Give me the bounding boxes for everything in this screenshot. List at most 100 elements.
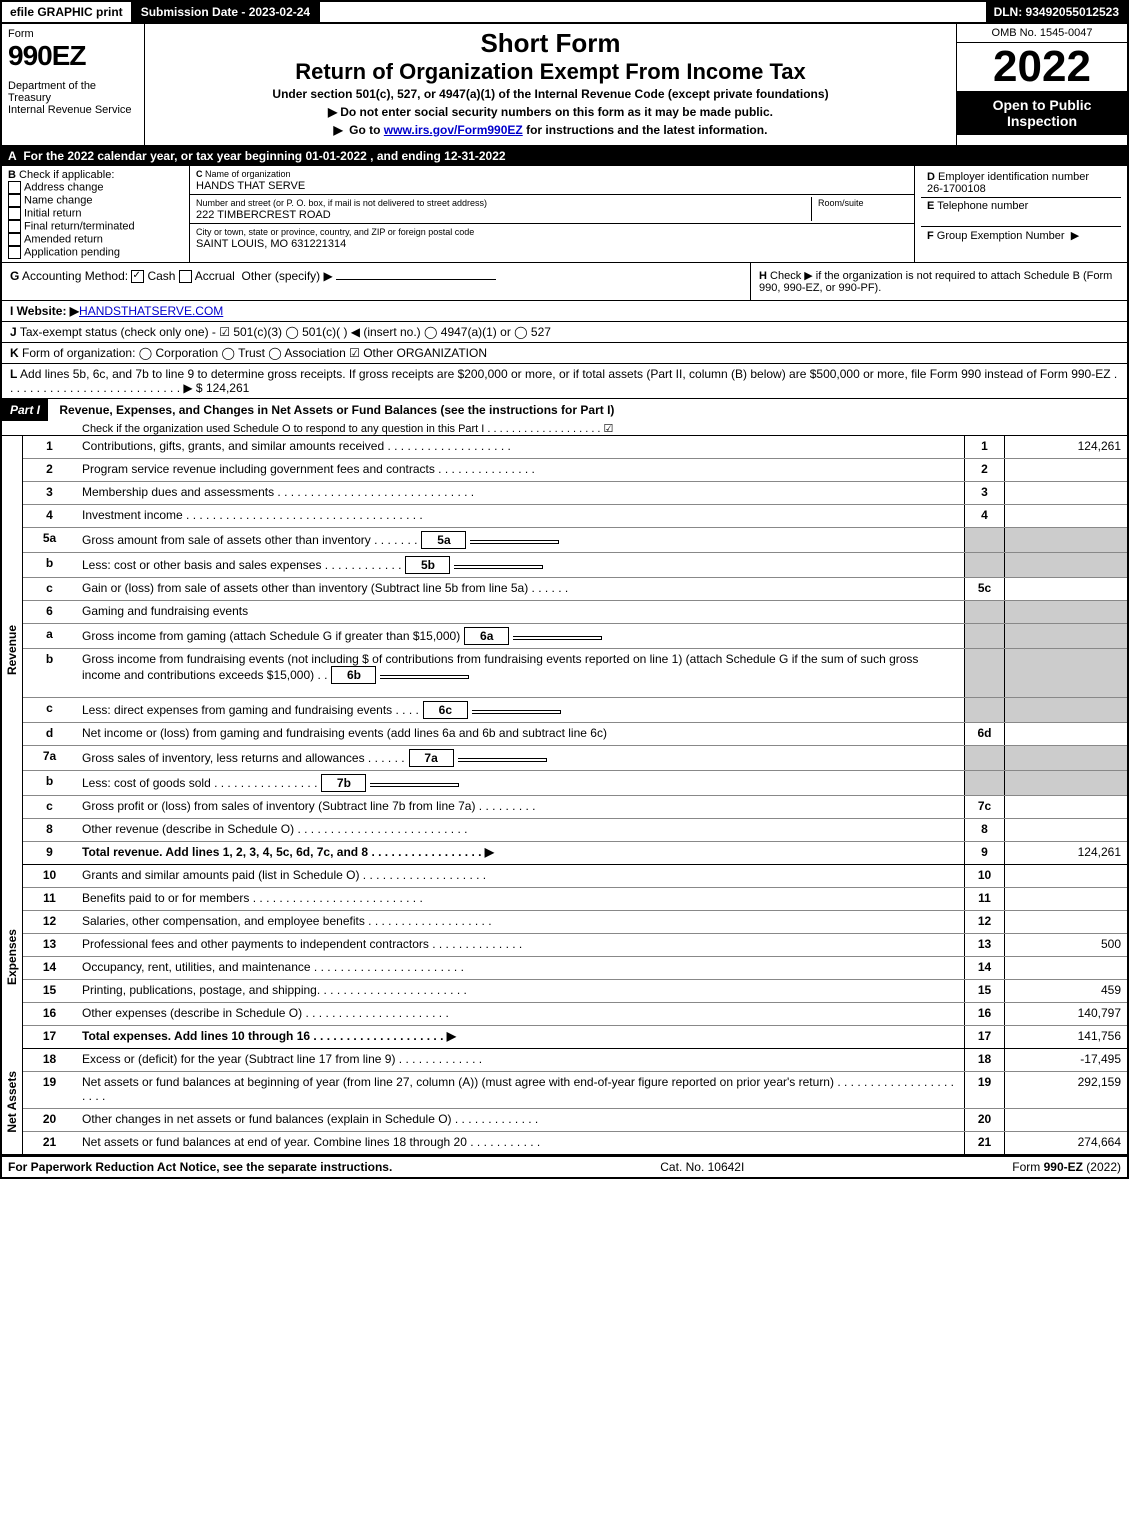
netassets-label: Net Assets [5,1071,19,1133]
ln-20: 20 [23,1109,76,1131]
org-name: HANDS THAT SERVE [196,180,305,192]
goto-text: Go to [349,123,384,137]
la-13: 500 [1005,934,1127,956]
row-gh: G Accounting Method: Cash Accrual Other … [0,263,1129,301]
lb-6-grey [964,601,1005,623]
check-amended-return[interactable] [8,233,21,246]
ln-7b: b [23,771,76,795]
ld-6d: Net income or (loss) from gaming and fun… [76,723,964,745]
lb-3: 3 [964,482,1005,504]
ib-6a: 6a [464,627,509,645]
la-8 [1005,819,1127,841]
ld-21: Net assets or fund balances at end of ye… [76,1132,964,1154]
ln-3: 3 [23,482,76,504]
la-10 [1005,865,1127,887]
footer-right: Form 990-EZ (2022) [1012,1160,1121,1174]
efile-label: efile GRAPHIC print [2,2,133,22]
check-name-change[interactable] [8,194,21,207]
la-6c-grey [1005,698,1127,722]
opt-final: Final return/terminated [24,220,135,232]
la-7a-grey [1005,746,1127,770]
ln-5b: b [23,553,76,577]
la-12 [1005,911,1127,933]
goto-suffix: for instructions and the latest informat… [526,123,767,137]
header-right: OMB No. 1545-0047 2022 Open to Public In… [956,24,1127,145]
g-accrual: Accrual [195,269,235,283]
ib-7b: 7b [321,774,366,792]
lb-10: 10 [964,865,1005,887]
la-19: 292,159 [1005,1072,1127,1108]
g-other: Other (specify) [241,269,320,283]
la-3 [1005,482,1127,504]
ld-6b: Gross income from fundraising events (no… [76,649,964,697]
ln-4: 4 [23,505,76,527]
ln-6b: b [23,649,76,697]
expenses-side: Expenses [2,865,23,1049]
c-addr-label: Number and street (or P. O. box, if mail… [196,198,487,208]
short-form-label: Short Form [155,28,946,59]
lb-15: 15 [964,980,1005,1002]
check-initial-return[interactable] [8,207,21,220]
g-cash: Cash [147,269,175,283]
revenue-label: Revenue [5,625,19,675]
lb-5a-grey [964,528,1005,552]
opt-address: Address change [24,181,104,193]
goto-line: Go to www.irs.gov/Form990EZ for instruct… [155,123,946,137]
part-1-title: Revenue, Expenses, and Changes in Net As… [51,399,622,421]
iv-6b [380,675,469,679]
ld-1: Contributions, gifts, grants, and simila… [76,436,964,458]
opt-initial: Initial return [24,207,81,219]
check-final-return[interactable] [8,220,21,233]
open-public-label: Open to Public Inspection [957,91,1127,135]
subtitle: Under section 501(c), 527, or 4947(a)(1)… [155,87,946,101]
ln-16: 16 [23,1003,76,1025]
la-7b-grey [1005,771,1127,795]
check-accrual[interactable] [179,270,192,283]
ld-5b: Less: cost or other basis and sales expe… [76,553,964,577]
c-name-label: Name of organization [205,169,291,179]
iv-5b [454,565,543,569]
ld-19: Net assets or fund balances at beginning… [76,1072,964,1108]
ld-11: Benefits paid to or for members . . . . … [76,888,964,910]
f-label: Group Exemption Number [937,230,1065,242]
check-cash[interactable] [131,270,144,283]
ln-6a: a [23,624,76,648]
ln-10: 10 [23,865,76,887]
lb-1: 1 [964,436,1005,458]
ld-18: Excess or (deficit) for the year (Subtra… [76,1049,964,1071]
la-6a-grey [1005,624,1127,648]
submission-date: Submission Date - 2023-02-24 [133,2,320,22]
check-application-pending[interactable] [8,246,21,259]
ld-9: Total revenue. Add lines 1, 2, 3, 4, 5c,… [76,842,964,864]
check-address-change[interactable] [8,181,21,194]
lb-6c-grey [964,698,1005,722]
irs-link[interactable]: www.irs.gov/Form990EZ [384,123,523,137]
dept-label: Department of the Treasury [8,80,138,104]
c-city-label: City or town, state or province, country… [196,227,474,237]
footer-center: Cat. No. 10642I [392,1160,1012,1174]
ib-5b: 5b [405,556,450,574]
ib-6b: 6b [331,666,376,684]
ln-1: 1 [23,436,76,458]
ln-8: 8 [23,819,76,841]
b-label: Check if applicable: [19,169,114,181]
lb-12: 12 [964,911,1005,933]
ln-21: 21 [23,1132,76,1154]
ln-11: 11 [23,888,76,910]
lb-8: 8 [964,819,1005,841]
row-a-text: For the 2022 calendar year, or tax year … [23,149,505,163]
expenses-section: Expenses 10Grants and similar amounts pa… [0,865,1129,1049]
lb-11: 11 [964,888,1005,910]
form-number: 990EZ [8,40,138,72]
j-text: Tax-exempt status (check only one) - ☑ 5… [20,325,551,339]
ld-6: Gaming and fundraising events [76,601,964,623]
opt-name: Name change [24,194,93,206]
ssn-warning: Do not enter social security numbers on … [155,105,946,119]
ib-7a: 7a [409,749,454,767]
ein-value: 26-1700108 [927,183,986,195]
lb-6a-grey [964,624,1005,648]
footer-left: For Paperwork Reduction Act Notice, see … [8,1160,392,1174]
ln-9: 9 [23,842,76,864]
ld-17: Total expenses. Add lines 10 through 16 … [76,1026,964,1048]
website-link[interactable]: HANDSTHATSERVE.COM [79,304,223,318]
